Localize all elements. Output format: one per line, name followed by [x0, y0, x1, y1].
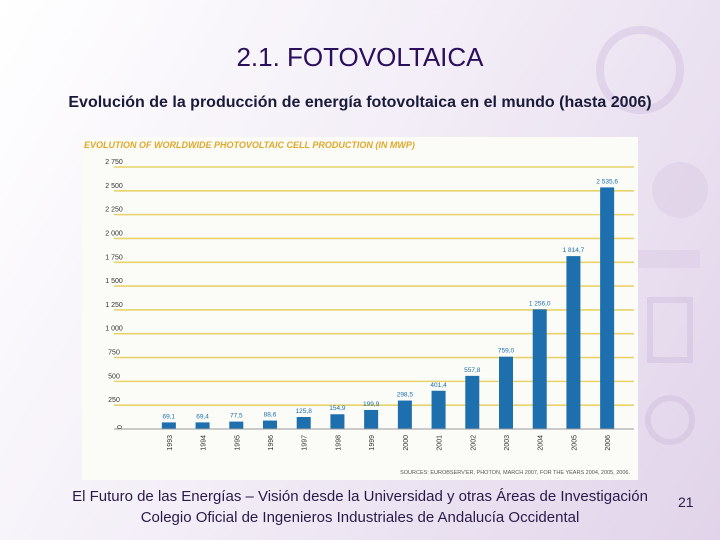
bar: [161, 422, 176, 429]
bar: [566, 256, 581, 429]
bar: [229, 421, 244, 429]
data-label: 2 535,6: [596, 178, 618, 185]
data-label: 199,9: [363, 401, 380, 408]
data-label: 77,5: [230, 413, 243, 420]
slide-title: 2.1. FOTOVOLTAICA: [236, 42, 484, 72]
x-tick-label: 2006: [605, 435, 612, 451]
y-tick-label: 1 750: [105, 254, 123, 261]
page-number: 21: [678, 494, 694, 510]
slide-subtitle: Evolución de la producción de energía fo…: [68, 94, 652, 111]
chart-source: SOURCES: EUROBSERV'ER, PHOTON, MARCH 200…: [400, 470, 630, 476]
bar: [431, 390, 446, 429]
bar: [532, 309, 547, 429]
chart-title: EVOLUTION OF WORLDWIDE PHOTOVOLTAIC CELL…: [84, 140, 415, 150]
data-label: 298,5: [397, 392, 414, 399]
x-tick-label: 2002: [470, 435, 477, 451]
footer-line-2: Colegio Oficial de Ingenieros Industrial…: [140, 509, 580, 526]
bar: [465, 375, 480, 429]
x-tick-label: 1996: [268, 435, 275, 451]
data-label: 154,9: [329, 405, 346, 412]
bar: [330, 414, 345, 429]
bar: [263, 420, 277, 429]
x-tick-label: 1998: [335, 435, 342, 451]
x-tick-label: 2004: [538, 435, 545, 451]
y-tick-label: 1 250: [105, 302, 123, 309]
bar: [397, 400, 412, 429]
data-label: 125,8: [296, 408, 313, 415]
bar: [195, 422, 210, 429]
bar: [364, 409, 379, 429]
x-tick-label: 1993: [167, 435, 174, 451]
data-label: 759,0: [498, 348, 515, 355]
x-tick-label: 2003: [504, 435, 511, 451]
data-label: 69,4: [196, 413, 209, 420]
data-label: 1 814,7: [563, 247, 585, 254]
data-label: 88,6: [264, 412, 277, 419]
y-tick-label: 750: [108, 350, 120, 357]
bar: [600, 187, 615, 429]
y-tick-label: 2 000: [105, 230, 123, 237]
production-bar-chart: EVOLUTION OF WORLDWIDE PHOTOVOLTAIC CELL…: [84, 140, 634, 476]
data-label: 401,4: [430, 382, 447, 389]
x-tick-label: 2005: [571, 435, 578, 451]
y-tick-label: 1 000: [105, 326, 123, 333]
background-decoration: [596, 26, 708, 445]
x-tick-label: 2000: [403, 435, 410, 451]
bar: [296, 417, 311, 429]
y-tick-label: 0: [117, 425, 124, 429]
y-tick-label: 500: [108, 373, 120, 380]
x-tick-label: 1997: [302, 435, 309, 451]
bar: [499, 356, 513, 429]
slide-footer: El Futuro de las Energías – Visión desde…: [0, 486, 720, 528]
footer-line-1: El Futuro de las Energías – Visión desde…: [72, 488, 648, 505]
x-tick-label: 1995: [234, 435, 241, 451]
x-tick-label: 1994: [201, 435, 208, 451]
chart-container: EVOLUTION OF WORLDWIDE PHOTOVOLTAIC CELL…: [82, 137, 638, 480]
data-label: 1 256,0: [529, 300, 551, 307]
y-tick-label: 250: [108, 397, 120, 404]
y-tick-label: 2 750: [105, 159, 123, 166]
data-label: 69,1: [163, 413, 176, 420]
y-tick-label: 2 250: [105, 207, 123, 214]
data-label: 557,8: [464, 367, 481, 374]
y-tick-label: 2 500: [105, 183, 123, 190]
x-tick-label: 1999: [369, 435, 376, 451]
x-tick-label: 2001: [437, 435, 444, 451]
y-tick-label: 1 500: [105, 278, 123, 285]
